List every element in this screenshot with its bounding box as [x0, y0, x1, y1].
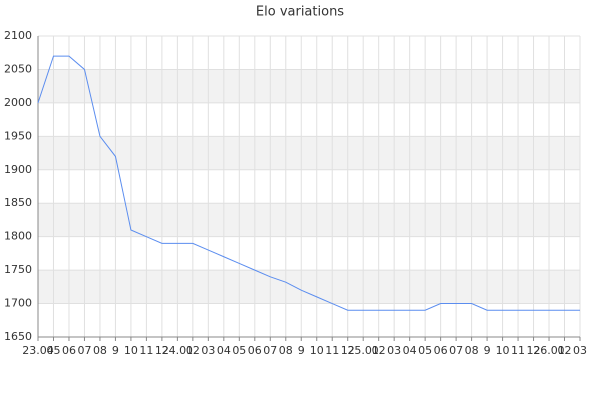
x-tick-label: 9 [484, 344, 491, 357]
x-tick-label: 04 [217, 344, 231, 357]
x-tick-label: 08 [93, 344, 107, 357]
chart-title: Elo variations [256, 5, 344, 20]
y-tick-label: 2100 [4, 29, 32, 42]
y-tick-label: 1850 [4, 196, 32, 209]
x-tick-label: 11 [511, 344, 525, 357]
x-tick-label: 12 [341, 344, 355, 357]
x-tick-label: 23.04 [22, 344, 54, 357]
x-tick-label: 02 [186, 344, 200, 357]
x-tick-label: 11 [325, 344, 339, 357]
x-tick-label: 26.01 [533, 344, 565, 357]
x-tick-label: 07 [449, 344, 463, 357]
x-tick-label: 04 [403, 344, 417, 357]
x-tick-label: 02 [558, 344, 572, 357]
y-tick-label: 1800 [4, 230, 32, 243]
x-tick-label: 05 [46, 344, 60, 357]
x-tick-label: 08 [279, 344, 293, 357]
x-tick-label: 06 [434, 344, 448, 357]
x-tick-label: 06 [62, 344, 76, 357]
grid-band [38, 270, 580, 304]
y-tick-label: 2000 [4, 96, 32, 109]
data-line [37, 55, 580, 311]
x-tick-label: 07 [77, 344, 91, 357]
x-tick-label: 12 [155, 344, 169, 357]
x-tick-label: 10 [310, 344, 324, 357]
y-tick-label: 1700 [4, 297, 32, 310]
x-tick-label: 02 [372, 344, 386, 357]
x-tick-label: 25.01 [347, 344, 379, 357]
x-tick-label: 9 [298, 344, 305, 357]
grid-band [38, 69, 580, 103]
x-tick-label: 10 [496, 344, 510, 357]
x-tick-label: 12 [527, 344, 541, 357]
grid-band [38, 136, 580, 170]
x-tick-label: 03 [387, 344, 401, 357]
grid-band [38, 203, 580, 237]
x-tick-label: 10 [124, 344, 138, 357]
x-tick-label: 05 [418, 344, 432, 357]
y-tick-label: 1650 [4, 330, 32, 343]
x-tick-label: 05 [232, 344, 246, 357]
x-tick-label: 9 [112, 344, 119, 357]
x-tick-label: 08 [465, 344, 479, 357]
x-tick-label: 03 [201, 344, 215, 357]
x-tick-label: 06 [248, 344, 262, 357]
y-tick-label: 2050 [4, 62, 32, 75]
x-tick-label: 03 [573, 344, 587, 357]
x-tick-label: 24.01 [162, 344, 194, 357]
y-tick-label: 1900 [4, 163, 32, 176]
y-tick-label: 1950 [4, 129, 32, 142]
x-tick-label: 07 [263, 344, 277, 357]
y-tick-label: 1750 [4, 263, 32, 276]
x-tick-label: 11 [139, 344, 153, 357]
